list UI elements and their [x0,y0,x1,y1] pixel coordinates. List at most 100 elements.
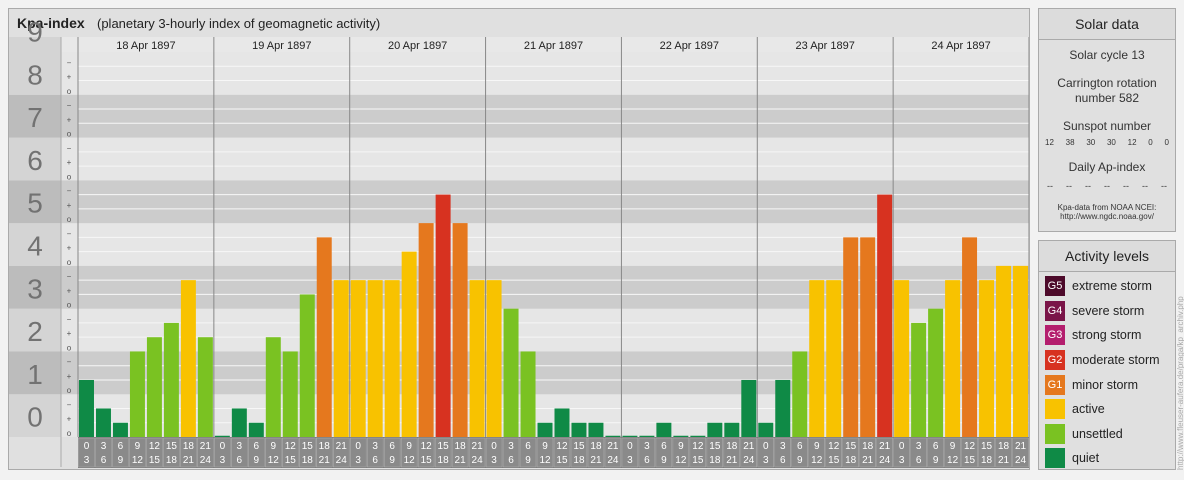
hour-end-label: 21 [319,455,331,466]
y-subtick-label: + [67,244,72,253]
kp-bar [758,422,774,437]
hour-end-label: 18 [573,455,585,466]
level-label: strong storm [1072,328,1142,343]
hour-box [282,437,299,468]
hour-start-label: 18 [455,441,467,452]
y-subtick-label: o [67,258,72,267]
hour-start-label: 15 [166,441,178,452]
hour-box [638,437,656,468]
y-subtick-label: − [67,187,72,196]
hour-start-label: 9 [406,441,412,452]
kp-bar [996,265,1012,437]
hour-start-label: 21 [472,441,484,452]
kp-bar [911,322,927,437]
hour-start-label: 21 [743,441,755,452]
level-label: moderate storm [1072,353,1160,368]
kp-band [61,180,1029,224]
hour-end-label: 21 [590,455,602,466]
y-subtick-label: o [67,172,72,181]
sunspot-label: Sunspot number [1062,119,1152,133]
hour-box [774,437,792,468]
kp-bar [656,422,672,437]
day-label: 20 Apr 1897 [388,40,447,52]
activity-levels-panel: Activity levels G5 extreme storm G4 severe … [1038,240,1176,470]
hour-end-label: 6 [780,455,786,466]
hour-start-label: 9 [271,441,277,452]
hour-box [995,437,1012,468]
hour-end-label: 15 [692,455,704,466]
hour-end-label: 24 [743,455,755,466]
hour-start-label: 0 [84,441,90,452]
levels-heading: Activity levels [1039,241,1175,272]
hour-box [163,437,180,468]
y-subtick-label: o [67,429,72,438]
y-subtick-label: o [67,87,72,96]
hour-start-label: 15 [845,441,857,452]
kp-bar [79,379,94,437]
hour-box [825,437,842,468]
hour-end-label: 9 [525,455,531,466]
y-tick-label: 9 [27,17,43,48]
hour-box [570,437,588,468]
kp-bar [367,280,383,437]
y-subtick-label: − [67,358,72,367]
kp-bar [299,294,315,437]
kpa-chart-panel: Kpa-index (planetary 3-hourly index of g… [8,8,1030,470]
kp-bar [826,280,842,437]
hour-box [944,437,961,468]
y-subtick-label: o [67,130,72,139]
hour-box [1012,437,1029,468]
kp-bar [537,422,553,437]
y-subtick-label: o [67,215,72,224]
hour-box [672,437,690,468]
level-swatch [1045,399,1065,420]
y-tick-label: 6 [27,145,43,176]
hour-box [655,437,673,468]
hour-box [383,437,401,468]
hour-start-label: 3 [916,441,922,452]
level-label: extreme storm [1072,279,1152,294]
hour-end-label: 12 [539,455,551,466]
kp-bar [741,379,757,437]
y-axis-band [9,52,61,95]
level-label: quiet [1072,451,1100,466]
y-axis-band [9,180,61,224]
kp-bar [928,308,944,437]
hour-box [248,437,265,468]
kp-bar [129,351,145,437]
level-swatch: G1 [1045,374,1065,395]
hour-start-label: 18 [590,441,602,452]
hour-start-label: 12 [964,441,976,452]
level-item: G5 extreme storm [1039,274,1175,299]
y-subtick-label: + [67,158,72,167]
kp-bar [979,280,995,437]
kp-bar [452,223,468,437]
hour-box [859,437,876,468]
kp-band [61,94,1029,138]
hour-start-label: 12 [421,441,433,452]
sunspot-value: 30 [1086,138,1096,147]
kp-bar [503,308,519,437]
kp-bar [350,280,366,437]
hour-start-label: 9 [135,441,141,452]
hour-end-label: 15 [556,455,568,466]
y-subtick-label: − [67,272,72,281]
hour-box [265,437,282,468]
carrington-line-1: Carrington rotation [1057,76,1157,90]
kp-bar [775,379,791,437]
hour-end-label: 3 [763,455,769,466]
hour-start-label: 21 [1015,441,1027,452]
hour-start-label: 21 [200,441,212,452]
level-label: unsettled [1072,426,1123,441]
hour-start-label: 3 [508,441,514,452]
hour-start-label: 12 [285,441,297,452]
hour-start-label: 15 [981,441,993,452]
kpa-bar-chart: 0123456789o+−o+−o+−o+−o+−o+−o+−o+−o+−18 … [9,17,1029,468]
kp-bar [860,237,876,437]
hour-box [366,437,384,468]
hour-end-label: 3 [899,455,905,466]
level-item: unsettled [1039,422,1175,447]
hour-end-label: 15 [149,455,161,466]
level-label: minor storm [1072,377,1138,392]
kp-bar [588,422,604,437]
